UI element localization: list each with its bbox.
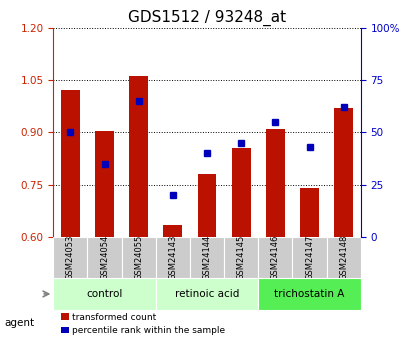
- Bar: [61, 90, 80, 237]
- Bar: [265, 129, 284, 237]
- Bar: [189, 237, 224, 278]
- Text: GSM24147: GSM24147: [304, 235, 313, 280]
- Text: control: control: [86, 289, 122, 299]
- Bar: [87, 237, 121, 278]
- Text: trichostatin A: trichostatin A: [274, 289, 344, 299]
- Title: GDS1512 / 93248_at: GDS1512 / 93248_at: [128, 10, 285, 26]
- Bar: [333, 108, 352, 237]
- Text: GSM24146: GSM24146: [270, 235, 279, 280]
- Bar: [155, 237, 189, 278]
- Bar: [326, 237, 360, 278]
- Text: GSM24053: GSM24053: [66, 235, 75, 280]
- Bar: [231, 148, 250, 237]
- Bar: [197, 174, 216, 237]
- Bar: [299, 188, 318, 237]
- Bar: [224, 237, 258, 278]
- Bar: [129, 77, 148, 237]
- Bar: [121, 237, 155, 278]
- Bar: [155, 278, 258, 310]
- Bar: [258, 237, 292, 278]
- Text: retinoic acid: retinoic acid: [174, 289, 239, 299]
- Bar: [53, 278, 155, 310]
- Text: agent: agent: [4, 318, 34, 327]
- Text: GSM24054: GSM24054: [100, 235, 109, 280]
- Text: GSM24055: GSM24055: [134, 235, 143, 280]
- Bar: [95, 131, 114, 237]
- Text: GSM24144: GSM24144: [202, 235, 211, 280]
- Bar: [292, 237, 326, 278]
- Bar: [163, 225, 182, 237]
- Text: GSM24143: GSM24143: [168, 235, 177, 280]
- Legend: transformed count, percentile rank within the sample: transformed count, percentile rank withi…: [58, 309, 229, 339]
- Bar: [258, 278, 360, 310]
- Text: GSM24148: GSM24148: [338, 235, 347, 280]
- Text: GSM24145: GSM24145: [236, 235, 245, 280]
- Bar: [53, 237, 87, 278]
